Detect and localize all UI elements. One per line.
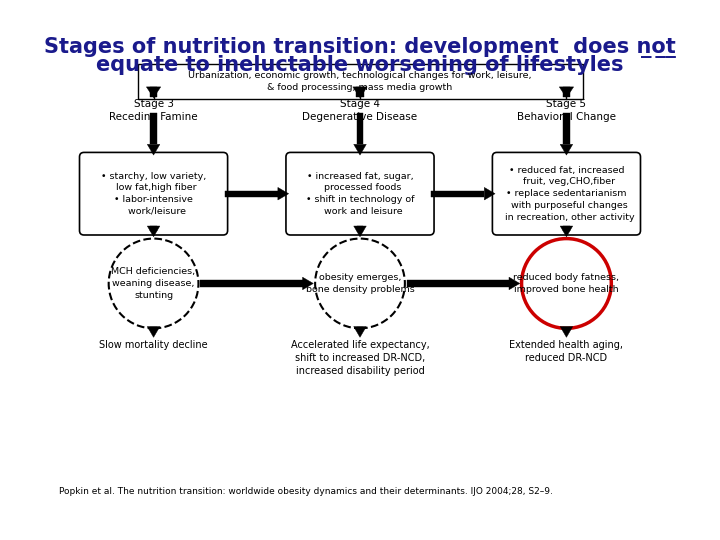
Text: Urbanization, economic growth, technological changes for work, leisure,
& food p: Urbanization, economic growth, technolog… (188, 71, 532, 92)
Polygon shape (357, 113, 363, 144)
Polygon shape (431, 191, 485, 197)
Polygon shape (407, 280, 509, 287)
Polygon shape (357, 327, 363, 328)
FancyBboxPatch shape (138, 64, 583, 99)
Polygon shape (356, 87, 364, 97)
Text: Stage 3
Receding Famine: Stage 3 Receding Famine (109, 99, 198, 122)
Text: obesity emerges,
bone density problems: obesity emerges, bone density problems (305, 273, 415, 294)
Polygon shape (148, 226, 160, 237)
Text: Stages of nutrition transition: development  does n̲o̲t̲: Stages of nutrition transition: developm… (44, 37, 676, 58)
Polygon shape (560, 144, 572, 155)
Text: Accelerated life expectancy,
shift to increased DR-NCD,
increased disability per: Accelerated life expectancy, shift to in… (291, 340, 429, 376)
Text: Slow mortality decline: Slow mortality decline (99, 340, 208, 350)
Text: equate to ineluctable worsening of lifestyles: equate to ineluctable worsening of lifes… (96, 55, 624, 75)
Polygon shape (148, 327, 160, 338)
Polygon shape (150, 327, 157, 328)
Polygon shape (150, 113, 157, 144)
Polygon shape (353, 87, 367, 98)
Polygon shape (560, 327, 572, 338)
FancyBboxPatch shape (79, 152, 228, 235)
Text: Popkin et al. The nutrition transition: worldwide obesity dynamics and their det: Popkin et al. The nutrition transition: … (59, 487, 553, 496)
Polygon shape (563, 327, 570, 328)
Polygon shape (225, 191, 278, 197)
Polygon shape (148, 144, 160, 155)
FancyBboxPatch shape (492, 152, 641, 235)
Text: reduced body fatness,
improved bone health: reduced body fatness, improved bone heal… (513, 273, 619, 294)
Text: • starchy, low variety,
  low fat,high fiber
• labor-intensive
  work/leisure: • starchy, low variety, low fat,high fib… (101, 172, 206, 216)
Text: Extended health aging,
reduced DR-NCD: Extended health aging, reduced DR-NCD (510, 340, 624, 363)
Polygon shape (509, 277, 520, 290)
Circle shape (109, 239, 199, 328)
Polygon shape (200, 280, 302, 287)
Polygon shape (150, 87, 157, 97)
Polygon shape (357, 226, 363, 231)
Polygon shape (278, 187, 289, 200)
Polygon shape (563, 226, 570, 231)
Text: Stage 4
Degenerative Disease: Stage 4 Degenerative Disease (302, 99, 418, 122)
Polygon shape (354, 226, 366, 237)
Polygon shape (563, 87, 570, 97)
Text: Stage 5
Behavioral Change: Stage 5 Behavioral Change (517, 99, 616, 122)
Text: MCH deficiencies,
weaning disease,
stunting: MCH deficiencies, weaning disease, stunt… (112, 267, 196, 300)
Polygon shape (563, 113, 570, 144)
Circle shape (521, 239, 611, 328)
Polygon shape (302, 277, 313, 290)
Polygon shape (354, 144, 366, 155)
Polygon shape (559, 87, 574, 98)
Text: • reduced fat, increased
  fruit, veg,CHO,fiber
• replace sedentarianism
  with : • reduced fat, increased fruit, veg,CHO,… (499, 166, 634, 222)
Circle shape (315, 239, 405, 328)
Polygon shape (560, 226, 572, 237)
Polygon shape (354, 327, 366, 338)
Text: • increased fat, sugar,
  processed foods
• shift in technology of
  work and le: • increased fat, sugar, processed foods … (306, 172, 414, 216)
Polygon shape (485, 187, 495, 200)
Polygon shape (146, 87, 161, 98)
Polygon shape (150, 226, 157, 231)
FancyBboxPatch shape (286, 152, 434, 235)
